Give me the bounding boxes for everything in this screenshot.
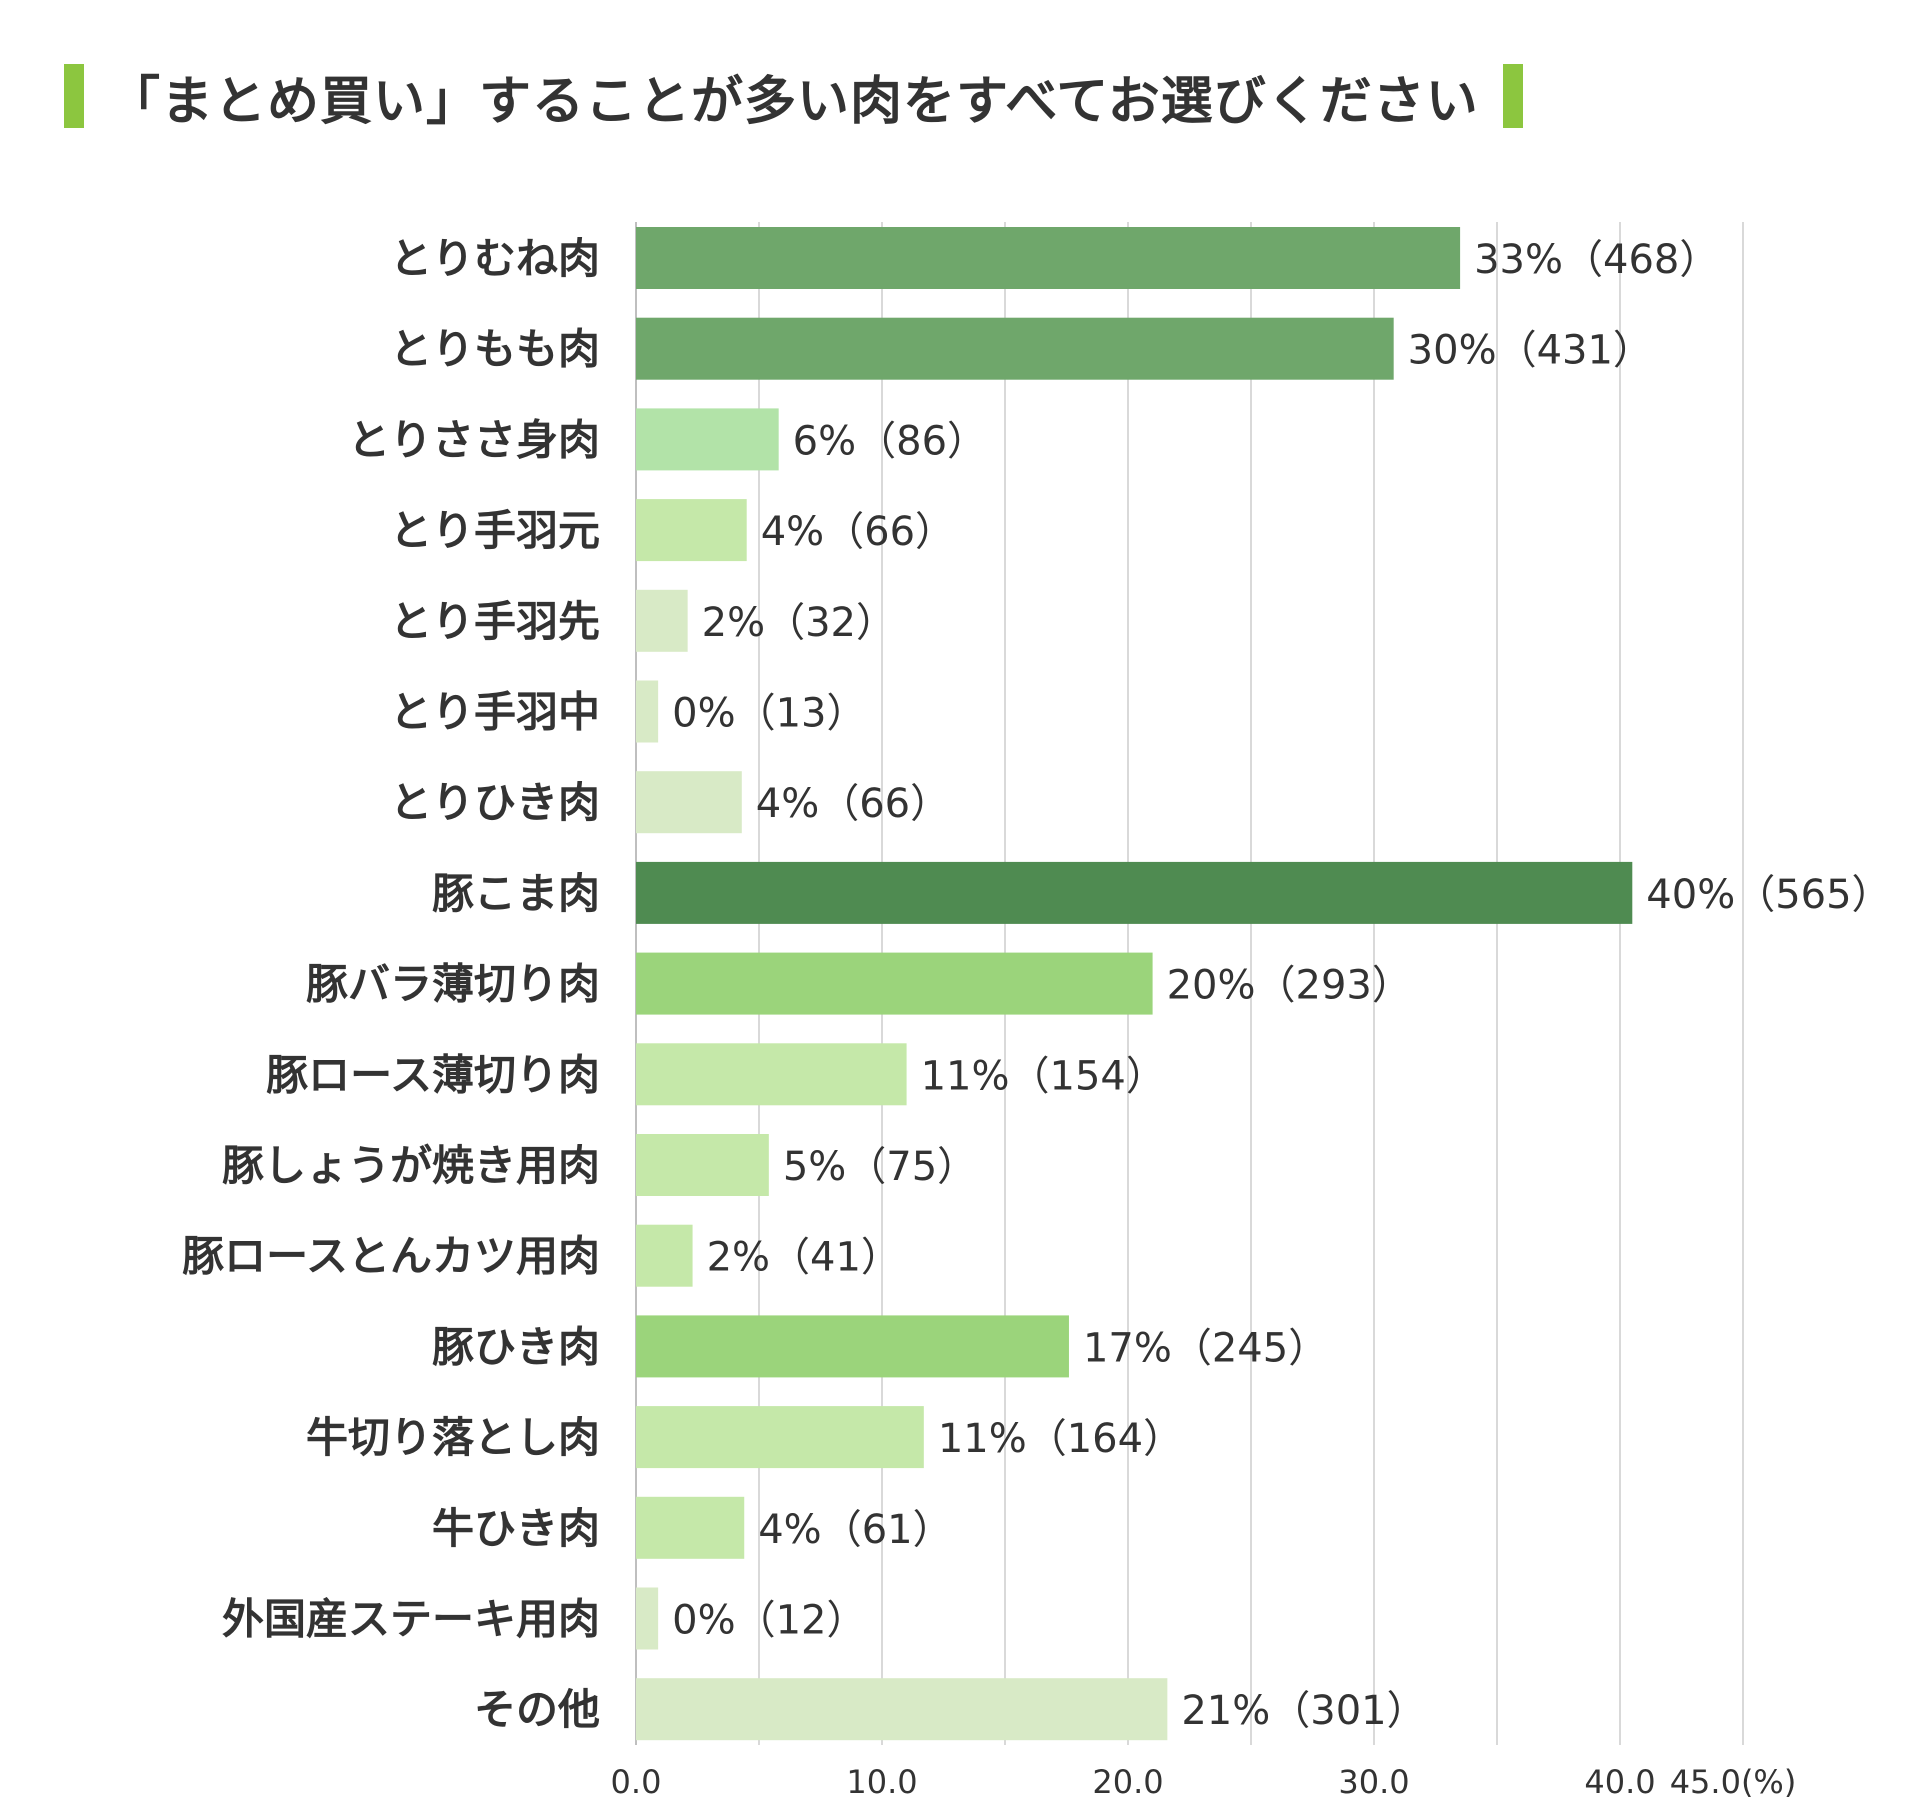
bar	[636, 952, 1153, 1015]
data-label: 30%（431）	[1408, 328, 1653, 374]
data-label: 11%（164）	[938, 1416, 1183, 1462]
chart-title-group: 「まとめ買い」することが多い肉をすべてお選びください	[64, 56, 1523, 136]
category-label: 外国産ステーキ用肉	[222, 1595, 600, 1644]
category-label: 豚ひき肉	[432, 1322, 600, 1371]
bar	[636, 680, 659, 743]
x-tick-label: 45.0(%)	[1670, 1763, 1797, 1801]
bar	[636, 861, 1633, 924]
bar	[636, 1496, 745, 1559]
data-label: 0%（13）	[672, 691, 866, 737]
x-tick-label: 40.0	[1584, 1763, 1655, 1801]
bar	[636, 1315, 1069, 1378]
x-tick-label: 20.0	[1092, 1763, 1163, 1801]
data-label: 6%（86）	[793, 418, 987, 464]
bar	[636, 1406, 924, 1469]
bar	[636, 771, 742, 834]
data-label: 21%（301）	[1181, 1688, 1426, 1734]
data-label: 4%（66）	[756, 781, 950, 827]
bar	[636, 1134, 769, 1196]
x-tick-label: 0.0	[611, 1763, 662, 1801]
bar	[636, 1043, 907, 1106]
data-label: 4%（61）	[758, 1507, 952, 1553]
data-label: 2%（32）	[702, 600, 896, 646]
category-label: とりむね肉	[390, 234, 600, 283]
data-label: 5%（75）	[783, 1144, 977, 1190]
title-accent-left	[64, 64, 84, 128]
x-tick-label: 30.0	[1338, 1763, 1409, 1801]
title-accent-right	[1502, 64, 1523, 128]
data-label: 2%（41）	[707, 1235, 901, 1281]
bar	[636, 499, 747, 562]
category-label: とりもも肉	[390, 325, 600, 374]
x-tick-label: 10.0	[846, 1763, 917, 1801]
data-label: 20%（293）	[1167, 963, 1412, 1009]
bar	[636, 1678, 1168, 1741]
category-label: とり手羽元	[390, 506, 600, 555]
data-label: 33%（468）	[1474, 237, 1719, 283]
category-label: 牛ひき肉	[432, 1504, 600, 1553]
data-label: 11%（154）	[921, 1053, 1166, 1099]
data-label: 40%（565）	[1646, 872, 1891, 918]
data-label: 17%（245）	[1083, 1325, 1328, 1371]
chart-title: 「まとめ買い」することが多い肉をすべてお選びください	[108, 71, 1479, 132]
category-label: 豚ロース薄切り肉	[266, 1050, 600, 1099]
category-label: 豚バラ薄切り肉	[306, 960, 600, 1009]
category-label: とり手羽先	[390, 597, 600, 646]
bar	[636, 227, 1461, 289]
bar	[636, 317, 1394, 380]
bar	[636, 1587, 659, 1650]
category-label: とりひき肉	[390, 778, 600, 827]
category-label: 牛切り落とし肉	[306, 1413, 600, 1462]
bar	[636, 1224, 693, 1287]
category-label: その他	[474, 1685, 600, 1734]
bar	[636, 589, 688, 652]
bar	[636, 408, 779, 471]
category-label: とり手羽中	[390, 688, 600, 737]
category-label: 豚こま肉	[432, 869, 600, 918]
category-label: 豚ロースとんカツ用肉	[182, 1232, 600, 1281]
category-label: 豚しょうが焼き用肉	[222, 1141, 600, 1190]
data-label: 4%（66）	[761, 509, 955, 555]
data-label: 0%（12）	[672, 1598, 866, 1644]
category-label: とりささ身肉	[348, 415, 600, 464]
